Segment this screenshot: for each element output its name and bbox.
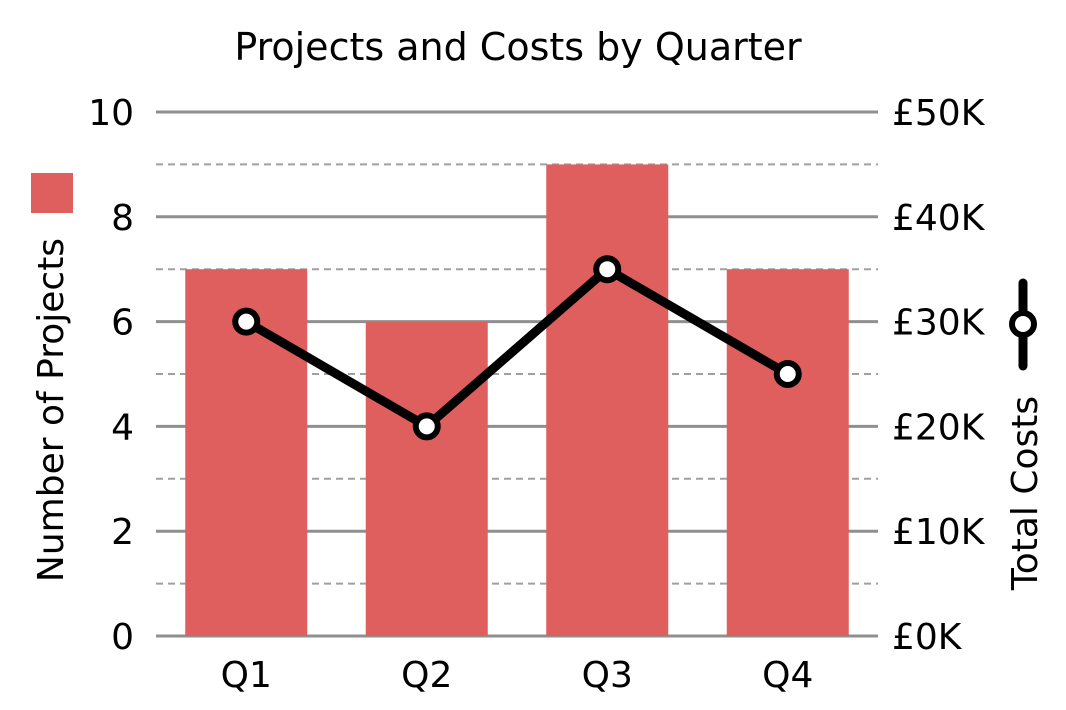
x-tick-label: Q1 bbox=[221, 655, 272, 696]
total-costs-point bbox=[773, 360, 802, 388]
left-y-tick-label: 10 bbox=[88, 93, 134, 134]
total-costs-point bbox=[232, 307, 261, 336]
right-y-tick-label: £20K bbox=[892, 407, 986, 448]
left-y-tick-label: 2 bbox=[111, 512, 134, 553]
left-y-tick-label: 6 bbox=[111, 303, 134, 344]
line-layer bbox=[232, 255, 802, 441]
total-costs-line bbox=[241, 264, 793, 431]
x-tick-label: Q2 bbox=[401, 655, 452, 696]
x-tick-label: Q4 bbox=[762, 655, 813, 696]
left-y-tick-label: 4 bbox=[111, 407, 134, 448]
right-y-tick-label: £50K bbox=[892, 93, 986, 134]
left-axis-legend: Number of Projects bbox=[31, 173, 73, 582]
projects-bar bbox=[365, 321, 488, 636]
right-y-tick-label: £0K bbox=[892, 617, 963, 658]
projects-bar bbox=[546, 164, 669, 636]
right-y-tick-label: £30K bbox=[892, 303, 986, 344]
left-y-tick-label: 8 bbox=[111, 198, 134, 239]
x-tick-label: Q3 bbox=[582, 655, 633, 696]
left-y-tick-label: 0 bbox=[111, 617, 134, 658]
line-legend-marker bbox=[1009, 310, 1037, 338]
chart-title: Projects and Costs by Quarter bbox=[234, 25, 802, 69]
bar-legend-swatch bbox=[31, 173, 73, 213]
total-costs-point bbox=[412, 412, 441, 441]
total-costs-point bbox=[593, 255, 622, 284]
right-axis-legend: Total Costs bbox=[1005, 278, 1046, 591]
left-axis-title: Number of Projects bbox=[31, 238, 72, 582]
right-axis-title: Total Costs bbox=[1005, 396, 1046, 591]
labels-layer: Q1 Q2 Q3 Q4 0 2 4 6 8 10 £0K £10K £20K £30K £40K £50K bbox=[88, 93, 986, 696]
right-y-tick-label: £40K bbox=[892, 198, 986, 239]
projects-bar bbox=[726, 269, 849, 636]
bars-layer bbox=[185, 164, 849, 636]
right-y-tick-label: £10K bbox=[892, 512, 986, 553]
